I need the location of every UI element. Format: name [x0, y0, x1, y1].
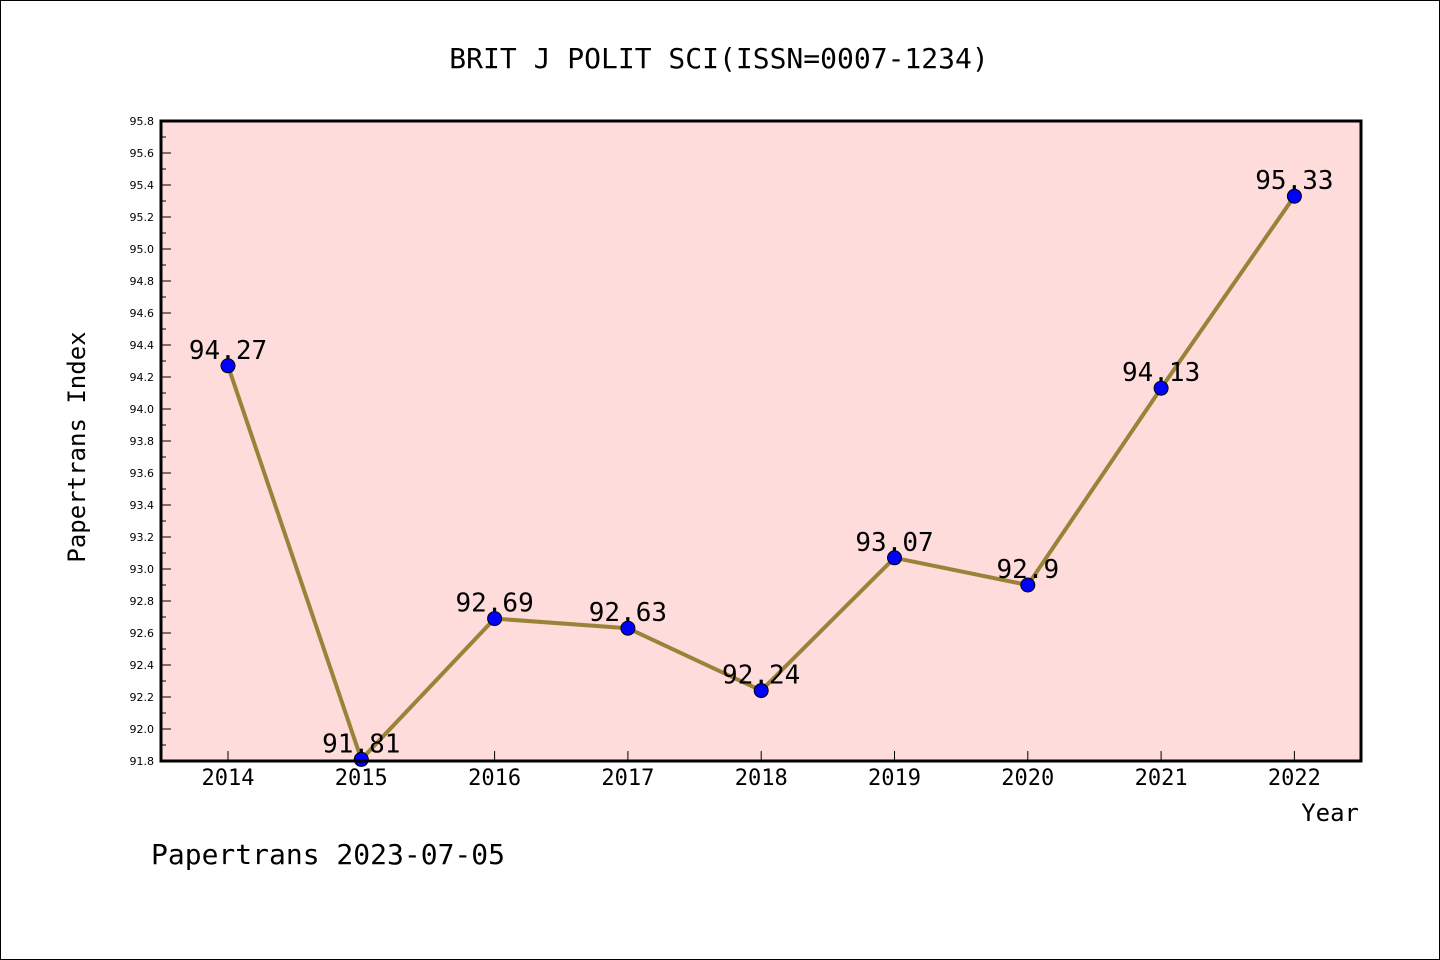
plot-area	[161, 121, 1361, 761]
data-label: 93.07	[855, 528, 933, 558]
y-tick-label: 92.0	[130, 723, 155, 736]
footer-text: Papertrans 2023-07-05	[151, 838, 505, 871]
data-label: 94.13	[1122, 358, 1200, 388]
x-tick-label: 2017	[601, 766, 654, 791]
data-point	[753, 683, 769, 699]
y-tick-label: 94.6	[130, 307, 155, 320]
y-axis: 91.8 92.0 92.2 92.4 92.6 92.8 93.0 93.2 93.4 93.6…	[130, 115, 171, 768]
data-point	[1153, 380, 1169, 396]
x-axis: 2014 2015 2016 2017 2018 2019 2020 2021 2022	[202, 751, 1321, 791]
x-tick-label: 2018	[735, 766, 788, 791]
x-axis-label: Year	[1301, 799, 1359, 827]
x-tick-label: 2020	[1001, 766, 1054, 791]
data-point	[487, 611, 503, 627]
data-point	[1020, 577, 1036, 593]
y-tick-label: 93.2	[130, 531, 155, 544]
y-tick-label: 94.2	[130, 371, 155, 384]
data-label: 95.33	[1255, 166, 1333, 196]
y-tick-label: 93.8	[130, 435, 155, 448]
y-tick-label: 95.4	[130, 179, 155, 192]
data-label: 92.69	[455, 589, 533, 619]
data-point	[1286, 188, 1302, 204]
y-tick-label: 93.6	[130, 467, 155, 480]
data-label: 92.63	[589, 598, 667, 628]
x-tick-label: 2019	[868, 766, 921, 791]
y-tick-label: 95.8	[130, 115, 155, 128]
y-tick-label: 92.6	[130, 627, 155, 640]
data-point	[887, 550, 902, 566]
x-tick-label: 2016	[468, 766, 521, 791]
y-tick-label: 94.4	[130, 339, 155, 352]
x-tick-label: 2015	[335, 766, 388, 791]
data-point	[620, 620, 636, 636]
data-point	[220, 358, 236, 374]
y-tick-label: 95.6	[130, 147, 155, 160]
data-point	[353, 751, 369, 767]
y-tick-label: 95.2	[130, 211, 155, 224]
data-label: 92.24	[722, 661, 800, 691]
data-label: 92.9	[996, 555, 1059, 585]
y-tick-label: 94.8	[130, 275, 155, 288]
y-tick-label: 93.0	[130, 563, 155, 576]
y-tick-label: 92.4	[130, 659, 155, 672]
y-tick-label: 92.2	[130, 691, 155, 704]
y-tick-label: 93.4	[130, 499, 155, 512]
y-tick-label: 92.8	[130, 595, 155, 608]
x-tick-label: 2022	[1268, 766, 1321, 791]
chart-title: BRIT J POLIT SCI(ISSN=0007-1234)	[449, 42, 988, 75]
data-label: 91.81	[322, 729, 400, 759]
y-tick-label: 95.0	[130, 243, 155, 256]
x-tick-label: 2021	[1135, 766, 1188, 791]
y-axis-label: Papertrans Index	[63, 331, 91, 562]
y-tick-label: 91.8	[130, 755, 155, 768]
data-label: 94.27	[189, 336, 267, 366]
plot-border	[159, 119, 1363, 763]
y-tick-label: 94.0	[130, 403, 155, 416]
series-line: 94.27 91.81 92.69 92.63 92.24 93.07 92.9 94.13 9…	[189, 166, 1334, 767]
x-tick-label: 2014	[202, 766, 255, 791]
